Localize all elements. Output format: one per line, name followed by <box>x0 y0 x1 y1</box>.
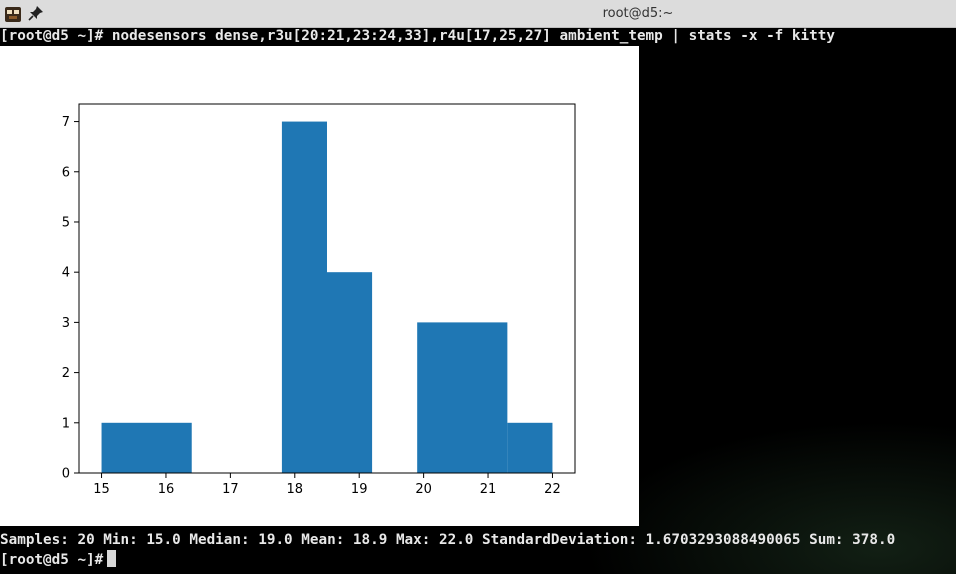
histogram-bar <box>507 422 553 473</box>
histogram-bar <box>101 422 192 473</box>
x-tick-label: 22 <box>544 482 561 497</box>
histogram-bar <box>281 121 327 474</box>
x-tick-label: 19 <box>351 482 368 497</box>
x-tick-label: 16 <box>158 482 175 497</box>
text-cursor <box>107 550 117 567</box>
app-icon[interactable] <box>4 5 22 23</box>
window-title: root@d5:~ <box>602 6 674 21</box>
y-tick-label: 1 <box>62 416 70 431</box>
y-tick-label: 4 <box>62 266 70 281</box>
x-tick-label: 15 <box>93 482 110 497</box>
x-tick-label: 20 <box>415 482 432 497</box>
x-tick-label: 21 <box>480 482 497 497</box>
y-tick-label: 3 <box>62 316 70 331</box>
prompt-text: [root@d5 ~]# <box>0 552 104 568</box>
plot-frame <box>78 103 576 474</box>
histogram-image: 15 16 17 18 19 20 21 22 0 1 2 3 4 5 6 7 <box>0 46 639 526</box>
stats-output: Samples: 20 Min: 15.0 Median: 19.0 Mean:… <box>0 532 896 548</box>
histogram-bar <box>327 272 373 473</box>
x-tick-label: 18 <box>287 482 304 497</box>
y-tick-label: 6 <box>62 165 70 180</box>
pin-icon[interactable] <box>28 5 44 21</box>
y-tick-label: 5 <box>62 215 70 230</box>
y-tick-label: 7 <box>62 115 70 130</box>
x-tick-label: 17 <box>222 482 239 497</box>
window-titlebar: root@d5:~ <box>0 0 956 28</box>
y-tick-label: 0 <box>62 467 70 482</box>
y-tick-label: 2 <box>62 366 70 381</box>
histogram-bar <box>417 322 508 473</box>
prompt-line[interactable]: [root@d5 ~]# <box>0 550 117 568</box>
histogram-chart: 15 16 17 18 19 20 21 22 0 1 2 3 4 5 6 7 <box>62 103 576 497</box>
command-line: [root@d5 ~]# nodesensors dense,r3u[20:21… <box>0 28 835 44</box>
